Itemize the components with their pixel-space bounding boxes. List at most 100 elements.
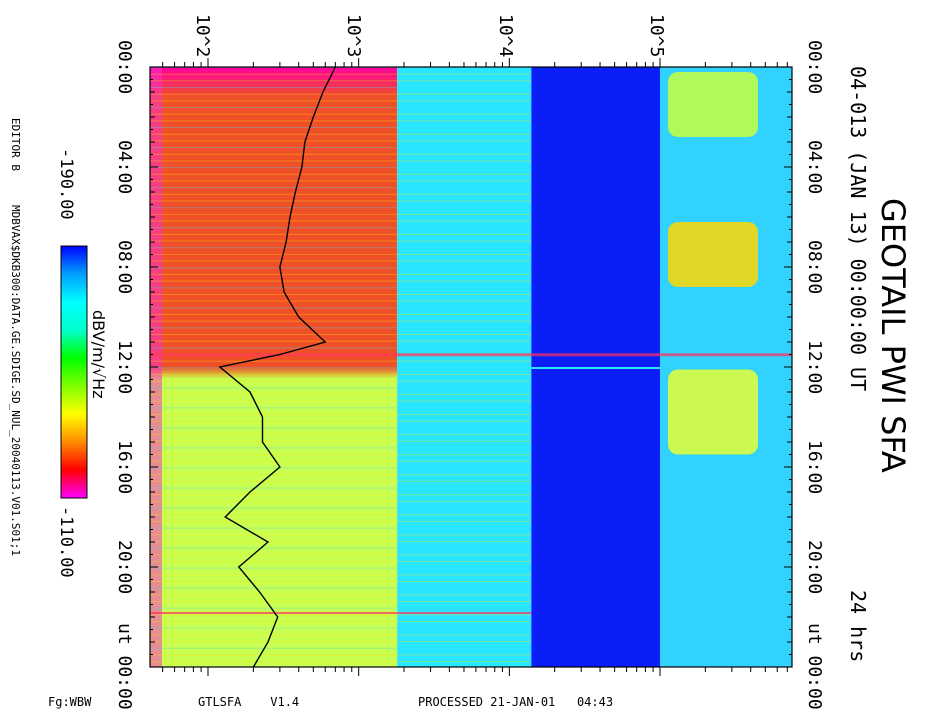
program-version: GTLSFA V1.4 (198, 695, 300, 709)
time-stripe (150, 520, 532, 522)
time-stripe (150, 487, 532, 489)
time-stripe (150, 507, 532, 509)
time-label-left: 16:00 (114, 439, 135, 494)
band-mid (397, 67, 532, 667)
time-stripe (150, 327, 532, 329)
time-stripe (150, 300, 532, 302)
time-label-right: 08:00 (804, 239, 825, 294)
time-stripe (150, 627, 532, 629)
time-stripe (150, 467, 532, 469)
time-label-left: 20:00 (114, 539, 135, 594)
time-stripe (150, 100, 532, 102)
band-high-line (531, 367, 660, 369)
decade-label-100: 10^2 (192, 14, 213, 58)
time-stripe (150, 160, 532, 162)
chart-subtitle: 04-013 (JAN 13) 00:00:00 UT (846, 66, 870, 392)
time-stripe (150, 167, 532, 169)
time-stripe (150, 580, 532, 582)
time-stripe (150, 360, 532, 362)
emission-patch (668, 222, 758, 287)
time-stripe (150, 527, 532, 529)
chart-title: GEOTAIL PWI SFA (874, 198, 912, 473)
colorbar (60, 245, 88, 499)
time-stripe (150, 340, 532, 342)
time-stripe (150, 420, 532, 422)
time-stripe (150, 87, 532, 89)
time-stripe (150, 213, 532, 215)
time-stripe (150, 601, 532, 602)
axis-ticks (150, 58, 792, 676)
time-stripe (150, 73, 532, 75)
time-label-right: 04:00 (804, 139, 825, 194)
time-stripe (150, 267, 532, 269)
time-stripe (150, 307, 532, 309)
time-stripe (150, 454, 532, 456)
time-stripe (150, 447, 532, 449)
upper-frequency-trace (218, 66, 336, 668)
time-stripe (150, 200, 532, 202)
time-stripe (150, 634, 532, 636)
colorbar-unit-label: dBV/m/√Hz (89, 310, 108, 399)
time-stripe (150, 474, 532, 476)
time-stripe (150, 480, 532, 482)
time-stripe (150, 347, 532, 349)
time-stripe (150, 220, 532, 222)
time-stripe (150, 233, 532, 235)
time-label-right: ut 00:00 (804, 623, 825, 710)
time-stripe (150, 607, 532, 609)
duration-label: 24 hrs (846, 590, 870, 663)
time-stripe (150, 574, 532, 576)
time-stripe-event (150, 353, 792, 357)
colorbar-max-label: -110.00 (56, 506, 76, 578)
time-stripe (150, 107, 532, 109)
time-stripe (150, 567, 532, 569)
time-stripe (150, 427, 532, 429)
time-stripe (150, 280, 532, 282)
fg-label: Fg:WBW (48, 695, 92, 709)
source-path: MDBVAX$DKB300:DATA.GE.SDIGE.SD_NUL_20040… (9, 205, 22, 556)
time-stripe (150, 153, 532, 155)
time-label-left: ut 00:00 (114, 623, 135, 710)
colorbar-min-label: -190.00 (56, 148, 76, 220)
band-low (150, 67, 398, 667)
decade-label-10000: 10^4 (495, 14, 516, 58)
time-stripe (150, 560, 532, 562)
time-label-right: 16:00 (804, 439, 825, 494)
time-stripe (150, 173, 532, 175)
time-stripe (150, 287, 532, 289)
time-stripe (150, 407, 532, 409)
decade-label-100000: 10^5 (646, 14, 667, 58)
time-stripe-event (150, 612, 532, 614)
time-stripe (150, 647, 532, 649)
time-stripe (150, 534, 532, 536)
time-stripe (150, 334, 532, 335)
emission-patch (668, 72, 758, 137)
time-stripe (150, 260, 532, 262)
time-stripe (150, 654, 532, 656)
time-label-right: 20:00 (804, 539, 825, 594)
time-stripe (150, 113, 532, 115)
time-stripe (150, 621, 532, 623)
time-stripe (150, 147, 532, 149)
time-stripe (150, 187, 532, 189)
time-stripe (150, 120, 532, 122)
time-label-left: 12:00 (114, 339, 135, 394)
time-stripe (150, 313, 532, 315)
time-label-left: 00:00 (114, 39, 135, 94)
time-stripe (150, 320, 532, 322)
time-stripe (150, 80, 532, 82)
time-stripe (150, 514, 532, 516)
time-stripe (150, 380, 532, 382)
time-stripe (150, 614, 532, 616)
editor-label: EDITOR B (9, 118, 22, 171)
time-stripe (150, 547, 532, 549)
time-label-right: 12:00 (804, 339, 825, 394)
time-stripe (150, 253, 532, 255)
time-stripe (150, 133, 532, 135)
time-stripe (150, 414, 532, 416)
time-stripe (150, 140, 532, 142)
time-stripe (150, 460, 532, 462)
time-stripe (150, 367, 532, 369)
time-stripe (150, 180, 532, 182)
